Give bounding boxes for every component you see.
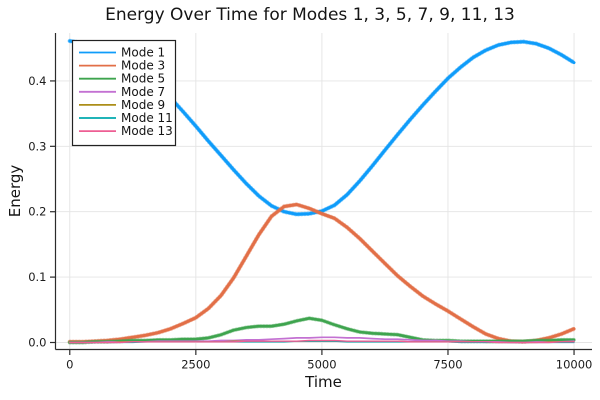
x-tick-label: 7500 (433, 358, 462, 372)
legend-entry-label: Mode 11 (121, 111, 173, 125)
legend-entry-label: Mode 1 (121, 46, 165, 60)
y-tick-label: 0.0 (28, 336, 46, 350)
x-tick-label: 0 (66, 358, 73, 372)
legend-box (71, 39, 177, 147)
series-mode-13 (69, 339, 575, 344)
series-mode-3 (68, 203, 576, 344)
legend-entry-label: Mode 7 (121, 85, 165, 99)
x-tick-label: 2500 (181, 358, 210, 372)
chart-title: Energy Over Time for Modes 1, 3, 5, 7, 9… (105, 5, 515, 25)
legend-entry-label: Mode 9 (121, 98, 165, 112)
y-tick-label: 0.1 (28, 270, 46, 284)
x-tick-label: 10000 (556, 358, 593, 372)
legend-entry-label: Mode 3 (121, 59, 165, 73)
y-tick-label: 0.2 (28, 205, 46, 219)
legend-entry-label: Mode 5 (121, 72, 165, 86)
x-axis-label: Time (305, 373, 342, 391)
x-tick-label: 5000 (307, 358, 336, 372)
y-tick-label: 0.3 (28, 139, 46, 153)
y-tick-label: 0.4 (28, 74, 46, 88)
y-axis-label: Energy (6, 164, 24, 218)
legend-entry-label: Mode 13 (121, 124, 173, 138)
